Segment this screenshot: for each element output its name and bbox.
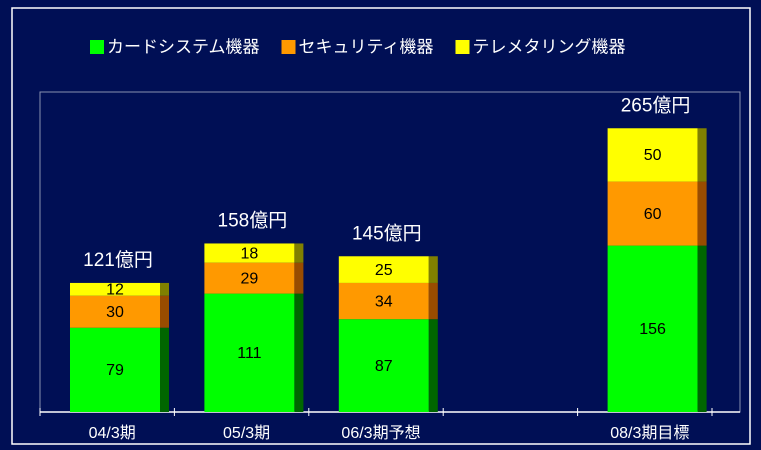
bar-side xyxy=(697,128,707,182)
bar-side xyxy=(697,181,707,246)
x-tick-label: 06/3期予想 xyxy=(341,424,420,442)
bar-segment xyxy=(204,243,295,263)
bar-side xyxy=(697,245,707,412)
legend-label: セキュリティ機器 xyxy=(299,37,434,56)
bar-segment xyxy=(70,295,160,328)
legend-swatch xyxy=(281,40,296,54)
legend-label: テレメタリング機器 xyxy=(472,37,625,56)
bar-side xyxy=(294,262,304,294)
bar-segment xyxy=(204,262,295,294)
bar-segment xyxy=(607,128,698,182)
legend-swatch xyxy=(90,40,104,54)
bar-segment xyxy=(338,256,429,283)
data-label: 25 xyxy=(375,262,393,279)
bar-side xyxy=(294,243,304,263)
data-label: 34 xyxy=(375,293,393,310)
data-label: 12 xyxy=(106,282,124,299)
data-label: 79 xyxy=(106,362,124,379)
bar-side xyxy=(428,256,438,283)
total-label: 145億円 xyxy=(352,222,422,244)
bar-segment xyxy=(338,282,429,320)
data-label: 111 xyxy=(237,345,261,362)
total-label: 265億円 xyxy=(621,94,691,116)
bar-side xyxy=(294,293,304,412)
x-tick-label: 05/3期 xyxy=(223,424,270,442)
data-label: 29 xyxy=(241,270,259,287)
bar-segment xyxy=(607,181,698,246)
bar-side xyxy=(160,327,169,412)
data-label: 18 xyxy=(241,245,259,262)
bar-segment xyxy=(607,245,698,412)
bar-side xyxy=(160,295,169,328)
bar-segment xyxy=(204,293,295,412)
data-label: 30 xyxy=(106,304,124,321)
bar-side xyxy=(428,319,438,412)
total-label: 158億円 xyxy=(218,209,288,231)
bar-side xyxy=(160,282,169,296)
data-label: 87 xyxy=(375,358,393,375)
x-tick-label: 04/3期 xyxy=(89,424,136,442)
outer-border xyxy=(11,7,751,445)
bar-segment xyxy=(338,319,429,412)
bar-side xyxy=(428,282,438,320)
x-tick-label: 08/3期目標 xyxy=(610,424,689,442)
legend-swatch xyxy=(455,40,470,54)
legend-label: カードシステム機器 xyxy=(107,37,260,56)
bar-segment xyxy=(70,282,160,296)
total-label: 121億円 xyxy=(83,249,153,271)
data-label: 50 xyxy=(644,147,662,164)
data-label: 156 xyxy=(639,321,666,338)
bar-segment xyxy=(70,327,160,412)
data-label: 60 xyxy=(644,206,662,223)
